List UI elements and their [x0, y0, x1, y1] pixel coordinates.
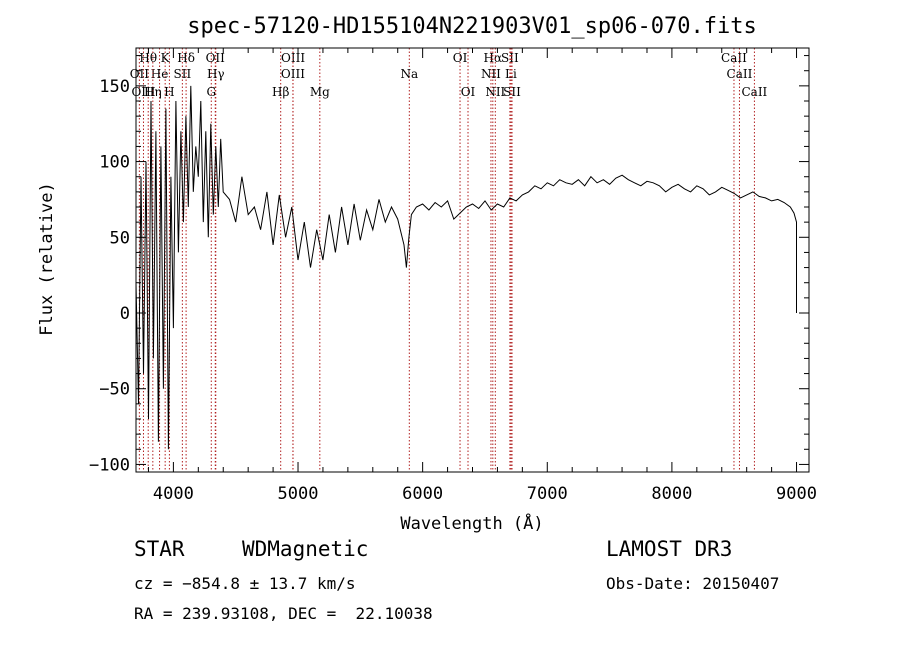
spectral-line-label: H [164, 85, 174, 99]
spectral-line-label: K [161, 51, 171, 65]
y-tick-label: −50 [99, 380, 130, 400]
spectral-line-label: SII [501, 51, 519, 65]
y-tick-label: 0 [120, 304, 130, 324]
observation-date: Obs-Date: 20150407 [606, 574, 780, 593]
spectral-line-label: Hγ [207, 67, 225, 81]
y-tick-label: 50 [110, 228, 130, 248]
y-tick-label: 150 [99, 77, 130, 97]
spectral-line-label: Li [505, 67, 517, 81]
plot-layer [135, 85, 797, 450]
spectral-line-label: OIII [281, 67, 305, 81]
x-tick-label: 4000 [153, 484, 194, 504]
spectral-line-label: CaII [721, 51, 747, 65]
spectral-line-label: Hδ [177, 51, 195, 65]
spectral-line-label: G [206, 85, 216, 99]
spectral-line-label: He [151, 67, 169, 81]
spectral-line-label: SII [174, 67, 192, 81]
x-tick-label: 9000 [776, 484, 817, 504]
spectrum-chart: spec-57120-HD155104N221903V01_sp06-070.f… [37, 14, 817, 534]
flux-series-line [135, 85, 797, 450]
x-tick-label: 5000 [278, 484, 319, 504]
y-tick-label: −100 [89, 455, 130, 475]
redshift-value: cz = −854.8 ± 13.7 km/s [134, 574, 356, 593]
spectral-line-label: OIII [131, 85, 155, 99]
spectral-line-label: Mg [310, 85, 330, 99]
spectral-line-label: OII [206, 51, 226, 65]
spectral-line-label: Na [400, 67, 418, 81]
object-class: STAR [134, 537, 185, 561]
x-axis-label: Wavelength (Å) [400, 512, 543, 534]
spectral-line-label: Hη [144, 85, 162, 99]
chart-title: spec-57120-HD155104N221903V01_sp06-070.f… [187, 14, 757, 39]
spectral-line-label: Hα [484, 51, 503, 65]
spectral-line-label: OIII [281, 51, 305, 65]
survey-name: LAMOST DR3 [606, 537, 733, 561]
y-tick-label: 100 [99, 153, 130, 173]
spectral-line-label: NII [481, 67, 501, 81]
object-subclass: WDMagnetic [242, 537, 369, 561]
spectral-line-label: CaII [727, 67, 753, 81]
spectral-line-label: Hβ [272, 85, 289, 99]
spectral-line-label: OII [130, 67, 150, 81]
y-axis-label: Flux (relative) [37, 182, 57, 336]
plot-frame [135, 47, 810, 473]
coordinates: RA = 239.93108, DEC = 22.10038 [134, 604, 433, 623]
x-tick-label: 6000 [402, 484, 443, 504]
spectral-line-label: OI [461, 85, 476, 99]
x-tick-label: 8000 [651, 484, 692, 504]
spectral-line-label: CaII [741, 85, 767, 99]
ticks-layer: 4000 5000 6000 7000 8000 9000 −100 −50 0 50 100 150 [89, 48, 817, 504]
spectral-line-label: NII [485, 85, 505, 99]
spectral-line-label: Hθ [139, 51, 157, 65]
spectral-line-label: OI [453, 51, 468, 65]
spectral-line-label: SII [503, 85, 521, 99]
x-tick-label: 7000 [527, 484, 568, 504]
